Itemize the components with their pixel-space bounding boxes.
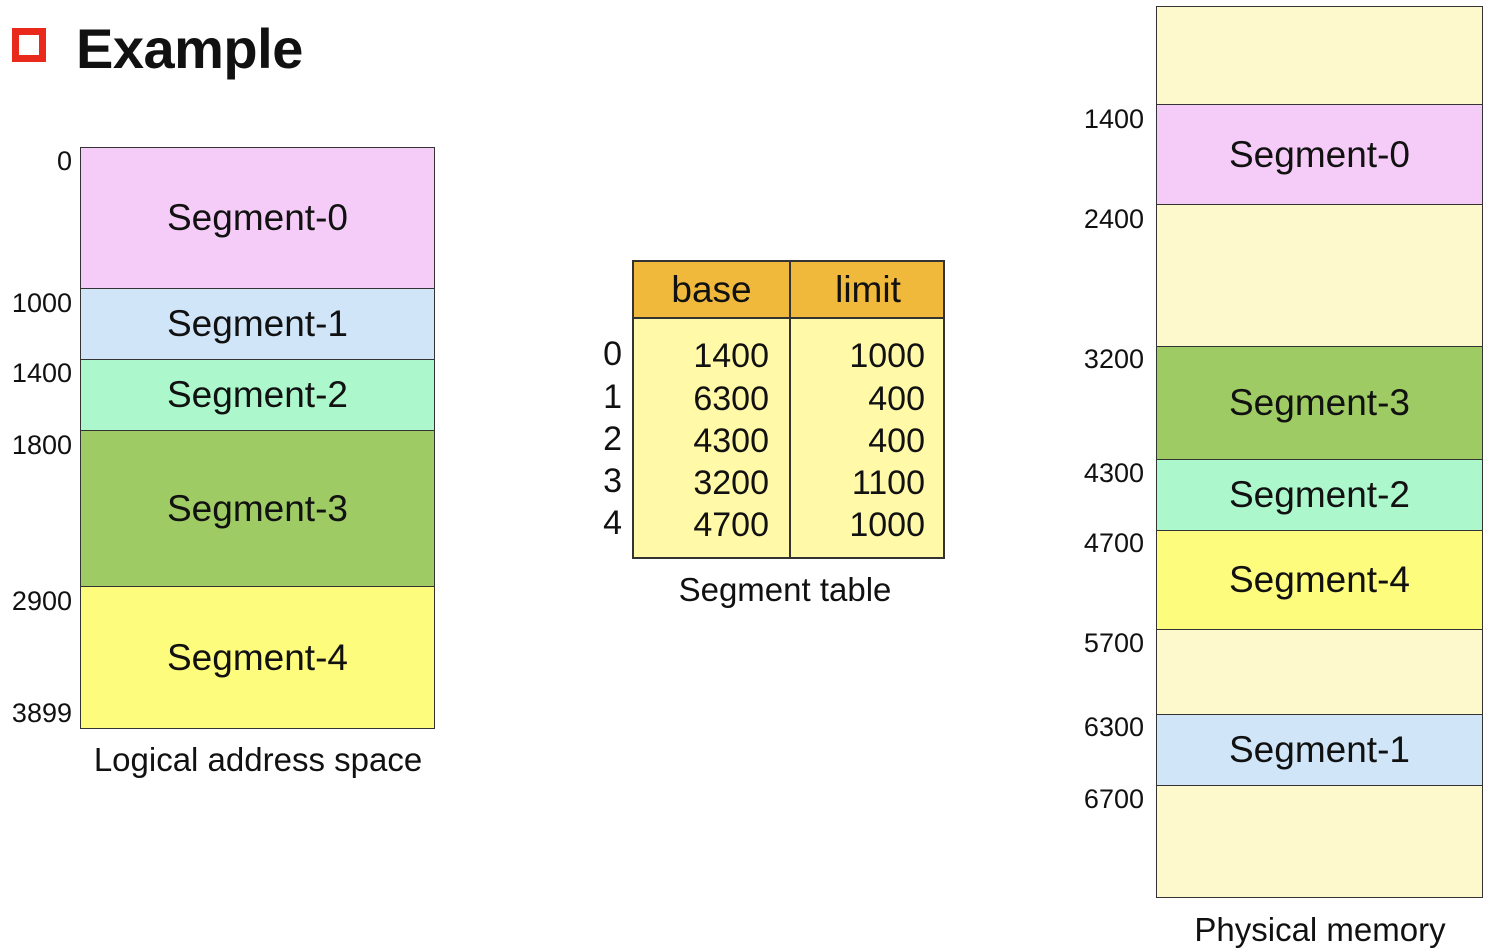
limit-cell: 1100 bbox=[851, 464, 925, 502]
logical-address-label: 1400 bbox=[11, 358, 72, 388]
physical-block-label: Segment-4 bbox=[1229, 559, 1410, 600]
logical-address-label: 3899 bbox=[11, 698, 72, 728]
page-title: Example bbox=[76, 17, 303, 80]
logical-address-label: 1800 bbox=[11, 430, 72, 460]
logical-address-label: 0 bbox=[56, 146, 72, 176]
base-cell: 4700 bbox=[693, 506, 769, 544]
physical-segment-2: Segment-2 bbox=[1156, 460, 1483, 531]
physical-address-label: 5700 bbox=[1083, 628, 1144, 658]
logical-segment-label: Segment-1 bbox=[167, 303, 348, 344]
row-index: 3 bbox=[603, 462, 622, 500]
logical-segment-4: Segment-4 bbox=[80, 587, 435, 729]
physical-address-label: 6300 bbox=[1083, 712, 1144, 742]
row-index: 1 bbox=[603, 378, 622, 416]
physical-memory: Segment-0 Segment-3 Segment-2 Segment-4 … bbox=[1156, 6, 1483, 898]
logical-segment-3: Segment-3 bbox=[80, 431, 435, 587]
physical-block-label: Segment-3 bbox=[1229, 382, 1410, 423]
logical-segment-label: Segment-4 bbox=[167, 636, 348, 678]
logical-segment-label: Segment-2 bbox=[167, 374, 348, 415]
base-cell: 4300 bbox=[693, 422, 769, 460]
physical-address-label: 1400 bbox=[1083, 104, 1144, 134]
row-index: 0 bbox=[603, 335, 622, 373]
physical-address-label: 4700 bbox=[1083, 528, 1144, 558]
limit-cell: 400 bbox=[868, 422, 925, 460]
row-index: 4 bbox=[603, 504, 622, 542]
column-divider bbox=[789, 262, 791, 557]
logical-segment-2: Segment-2 bbox=[80, 360, 435, 431]
logical-address-label: 1000 bbox=[11, 288, 72, 318]
physical-caption: Physical memory bbox=[1194, 911, 1446, 948]
segment-table-caption: Segment table bbox=[678, 571, 892, 608]
physical-segment-4: Segment-4 bbox=[1156, 531, 1483, 630]
physical-address-label: 2400 bbox=[1083, 204, 1144, 234]
limit-cell: 1000 bbox=[849, 506, 925, 544]
logical-segment-label: Segment-0 bbox=[167, 197, 348, 238]
segment-table: base limit 1400 1000 6300 400 4300 400 3… bbox=[632, 260, 945, 559]
physical-free-block bbox=[1156, 6, 1483, 105]
base-cell: 6300 bbox=[693, 380, 769, 418]
logical-segment-0: Segment-0 bbox=[80, 147, 435, 289]
logical-address-space: Segment-0 Segment-1 Segment-2 Segment-3 … bbox=[80, 147, 435, 729]
physical-free-block bbox=[1156, 205, 1483, 347]
header-base: base bbox=[671, 269, 752, 310]
segment-table-header bbox=[634, 262, 943, 319]
logical-address-label: 2900 bbox=[11, 586, 72, 616]
base-cell: 1400 bbox=[693, 337, 769, 375]
physical-segment-3: Segment-3 bbox=[1156, 347, 1483, 460]
physical-free-block bbox=[1156, 630, 1483, 715]
logical-segment-1: Segment-1 bbox=[80, 289, 435, 360]
header-limit: limit bbox=[835, 269, 901, 310]
physical-block-label: Segment-2 bbox=[1229, 474, 1410, 515]
logical-segment-label: Segment-3 bbox=[167, 487, 348, 529]
base-cell: 3200 bbox=[693, 464, 769, 502]
physical-segment-1: Segment-1 bbox=[1156, 715, 1483, 786]
heading-bullet-icon bbox=[12, 28, 46, 62]
physical-address-label: 3200 bbox=[1083, 344, 1144, 374]
physical-segment-0: Segment-0 bbox=[1156, 105, 1483, 205]
physical-block-label: Segment-0 bbox=[1229, 133, 1410, 175]
row-index: 2 bbox=[603, 420, 622, 458]
logical-caption: Logical address space bbox=[93, 741, 423, 778]
limit-cell: 400 bbox=[868, 380, 925, 418]
physical-address-label: 4300 bbox=[1083, 458, 1144, 488]
physical-address-label: 6700 bbox=[1083, 784, 1144, 814]
physical-free-block bbox=[1156, 786, 1483, 898]
physical-block-label: Segment-1 bbox=[1229, 729, 1410, 770]
limit-cell: 1000 bbox=[849, 337, 925, 375]
